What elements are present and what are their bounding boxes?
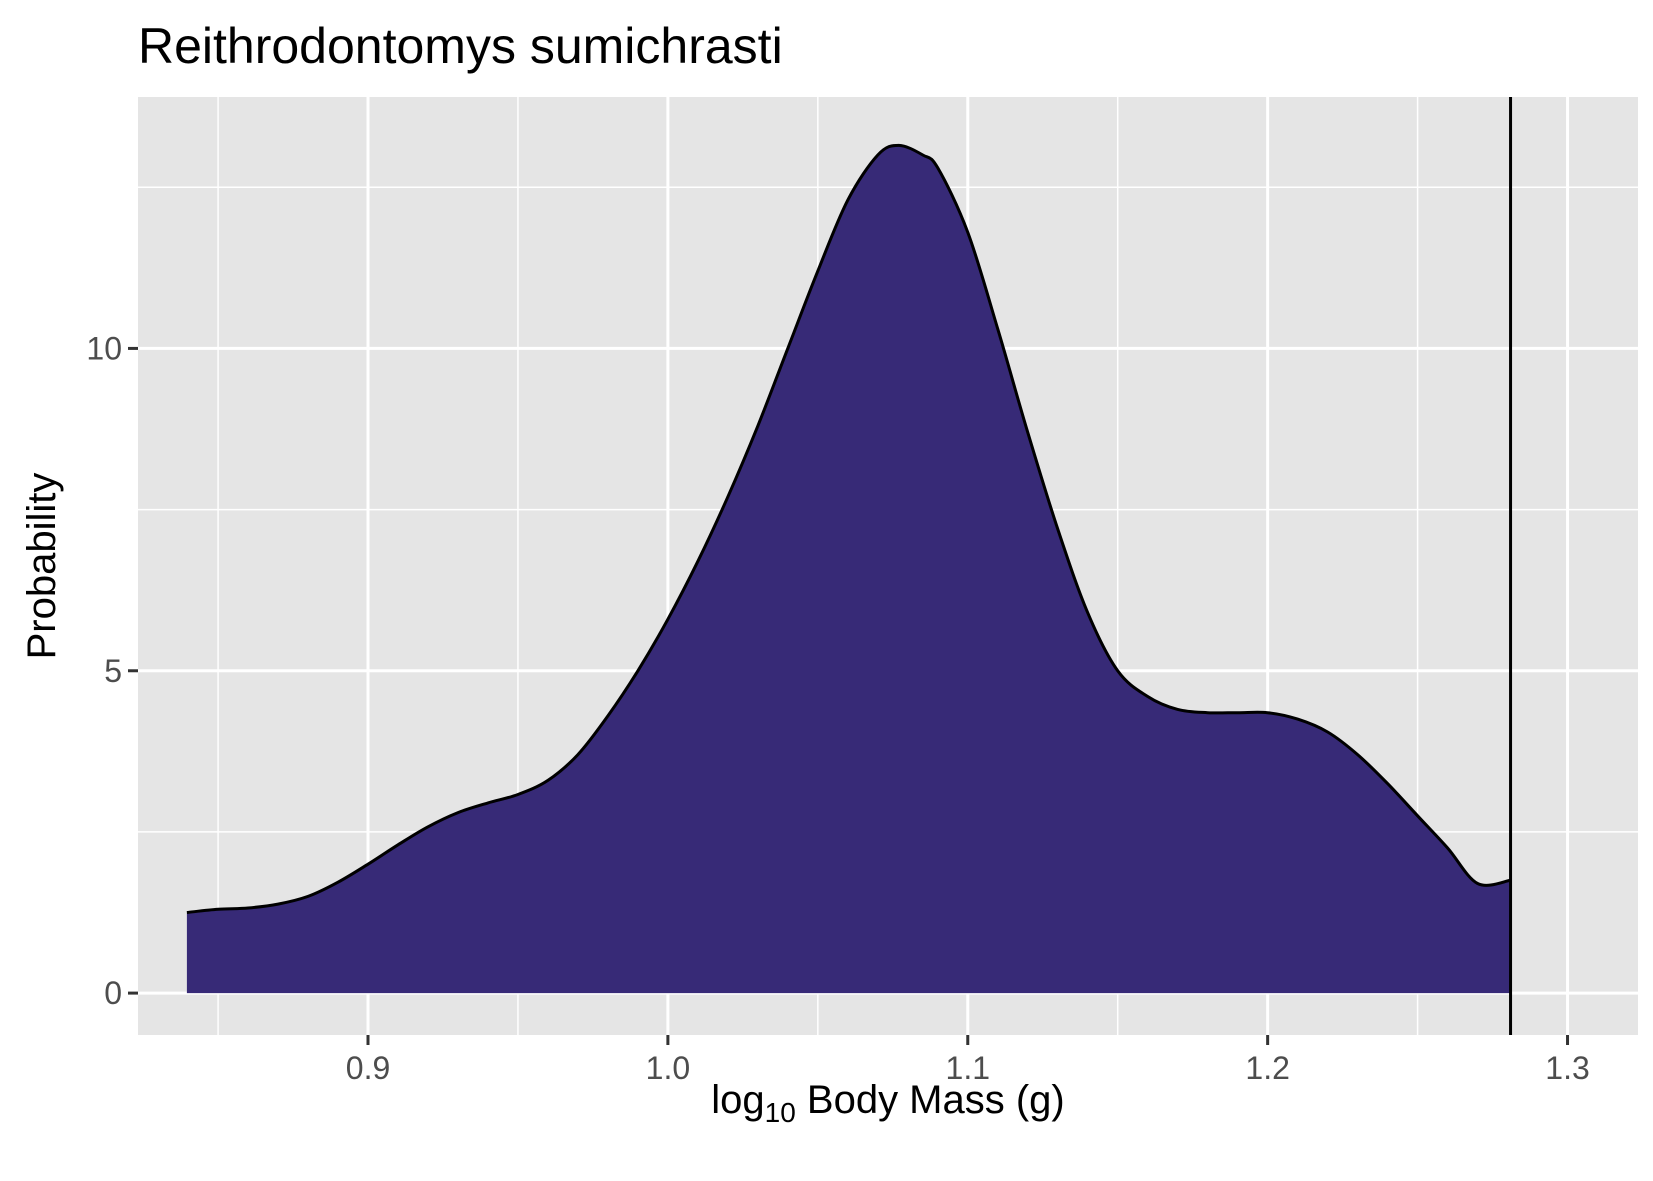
- x-tick-label: 1.3: [1545, 1050, 1589, 1086]
- x-axis-title: log10 Body Mass (g): [711, 1078, 1065, 1128]
- x-tick-label: 0.9: [346, 1050, 390, 1086]
- x-tick-label: 1.0: [646, 1050, 690, 1086]
- x-axis-title-subscript: 10: [765, 1097, 796, 1128]
- x-axis: 0.9 1.0 1.1 1.2 1.3: [346, 1035, 1590, 1086]
- x-axis-title-suffix: Body Mass (g): [796, 1078, 1065, 1122]
- plot-panel: [138, 97, 1638, 1035]
- x-axis-title-prefix: log: [711, 1078, 764, 1122]
- density-line: [186, 143, 1511, 914]
- y-tick-label: 0: [104, 975, 122, 1011]
- x-tick-label: 1.2: [1245, 1050, 1289, 1086]
- y-tick-label: 10: [86, 330, 122, 366]
- y-tick-label: 5: [104, 653, 122, 689]
- density-area: [186, 145, 1511, 994]
- y-axis-title: Probability: [20, 473, 64, 660]
- chart-title: Reithrodontomys sumichrasti: [138, 18, 783, 74]
- y-axis: 0 5 10: [86, 330, 138, 1011]
- x-tick-label: 1.1: [946, 1050, 990, 1086]
